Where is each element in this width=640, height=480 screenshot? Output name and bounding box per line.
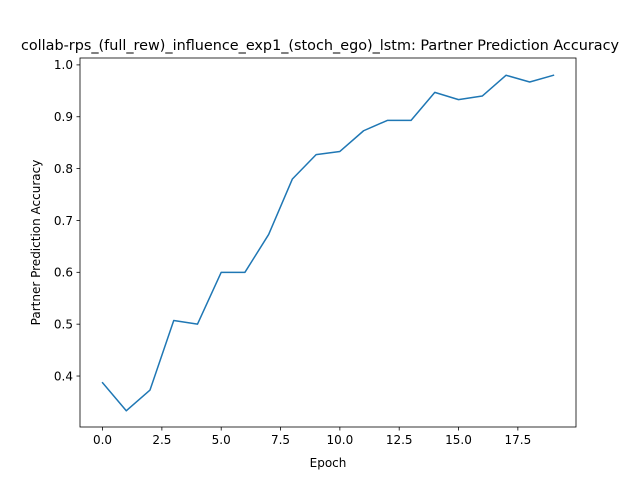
x-tick-label: 15.0 [445,433,472,447]
x-tick-label: 7.5 [271,433,290,447]
x-tick-label: 10.0 [327,433,354,447]
y-tick-label: 0.8 [54,162,73,176]
x-tick-label: 0.0 [93,433,112,447]
x-tick-label: 5.0 [212,433,231,447]
axes-frame [79,57,577,428]
x-axis: 0.0 2.5 5.0 7.5 10.0 12.5 15.0 17.5 [93,427,531,447]
x-axis-label: Epoch [310,456,347,470]
chart-title: collab-rps_(full_rew)_influence_exp1_(st… [21,38,620,54]
y-axis: 0.4 0.5 0.6 0.7 0.8 0.9 1.0 [54,58,80,383]
series-line [101,74,555,412]
y-tick-label: 0.4 [54,369,73,383]
x-tick-label: 2.5 [152,433,171,447]
y-tick-label: 0.9 [54,110,73,124]
plot-area [79,57,577,428]
x-tick-label: 12.5 [386,433,413,447]
y-axis-label: Partner Prediction Accuracy [29,160,43,326]
y-tick-label: 1.0 [54,58,73,72]
y-tick-label: 0.7 [54,214,73,228]
y-tick-label: 0.6 [54,266,73,280]
y-tick-label: 0.5 [54,317,73,331]
x-tick-label: 17.5 [504,433,531,447]
series-layer [101,74,555,412]
